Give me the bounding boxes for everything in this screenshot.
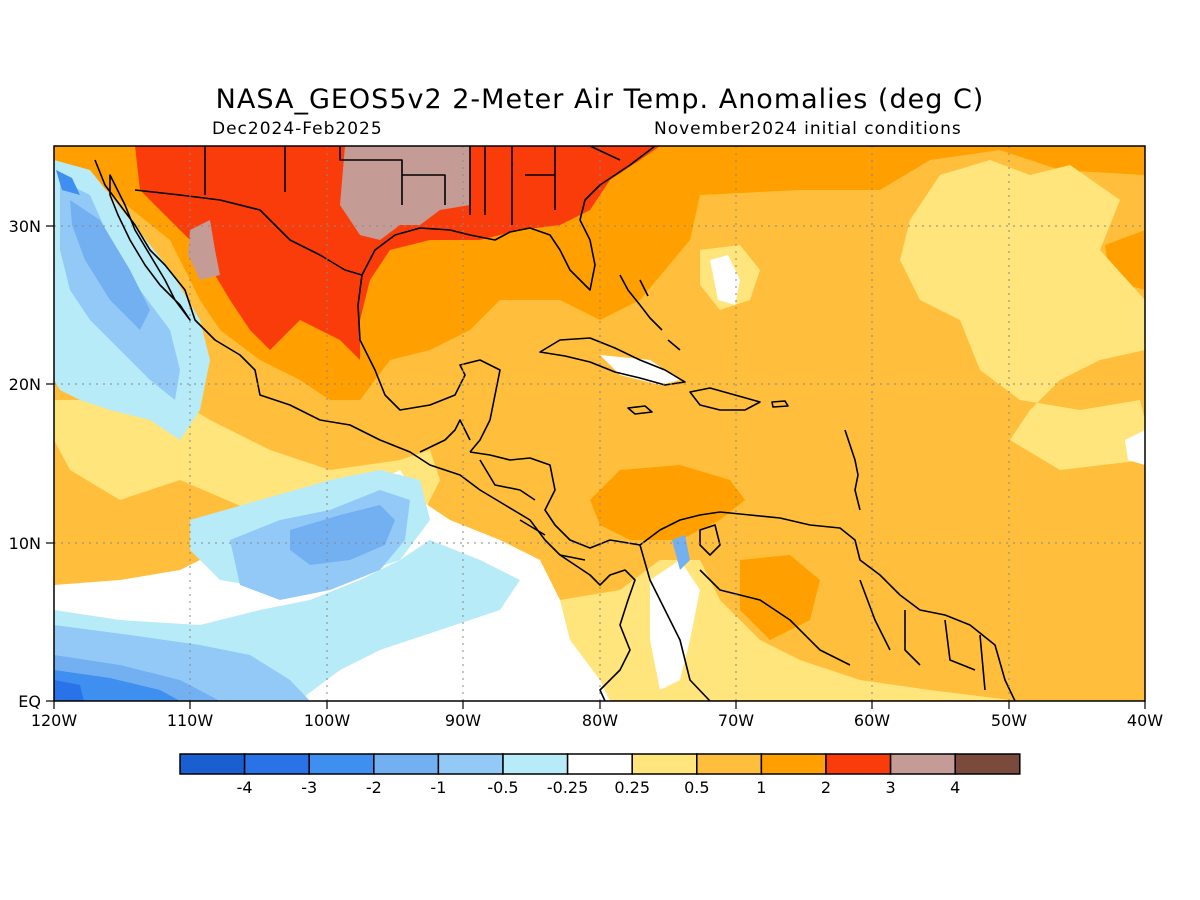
colorbar-label: 2	[821, 778, 831, 797]
colorbar-swatch	[954, 753, 1021, 775]
field-cool3-central	[290, 505, 395, 565]
colorbar-swatch	[179, 753, 246, 775]
lat-label-20n: 20N	[9, 375, 41, 394]
coast-pacific-mexico	[94, 159, 636, 701]
field-cool3-baja	[70, 200, 150, 330]
colorbar-label: 0.25	[614, 778, 650, 797]
lon-label-70w: 70W	[718, 711, 754, 730]
border-us-states	[204, 146, 621, 225]
border-central-america	[419, 419, 586, 561]
coast-yucatan	[469, 451, 611, 549]
field-1to2-caribbean	[590, 465, 745, 540]
coast-jamaica	[627, 405, 653, 415]
initial-conditions: November2024 initial conditions	[654, 119, 962, 139]
border-us-mexico	[134, 189, 363, 276]
lat-label-30n: 30N	[9, 217, 41, 236]
field-cool4-south	[54, 670, 180, 701]
colorbar-swatch	[243, 753, 310, 775]
field-3to4-texas	[340, 146, 470, 240]
lon-label-40w: 40W	[1127, 711, 1163, 730]
colorbar-label: 1	[756, 778, 766, 797]
colorbar-label: 4	[950, 778, 960, 797]
field-2to3	[135, 146, 660, 360]
colorbar-label: -2	[366, 778, 382, 797]
colorbar: -4 -3 -2 -1 -0.5 -0.25 0.25 0.5 1 2 3 4	[179, 753, 1021, 797]
field-neutral-colombia	[650, 560, 700, 690]
lon-label-120w: 120W	[31, 711, 78, 730]
colorbar-swatch	[437, 753, 504, 775]
colorbar-label: -0.25	[547, 778, 588, 797]
colorbar-label: 0.5	[684, 778, 709, 797]
field-neutral-east	[1125, 430, 1145, 465]
lon-label-60w: 60W	[854, 711, 890, 730]
coast-lesser-antilles	[844, 429, 861, 511]
field-cool5-corner	[54, 680, 84, 701]
lon-label-100w: 100W	[304, 711, 351, 730]
colorbar-label: -3	[301, 778, 317, 797]
colorbar-swatch	[760, 753, 827, 775]
colorbar-swatch	[889, 753, 956, 775]
lat-label-10n: 10N	[9, 534, 41, 553]
colorbar-label: 3	[886, 778, 896, 797]
axis-ticks	[46, 225, 1146, 709]
colorbar-swatch	[502, 753, 569, 775]
colorbar-label: -4	[237, 778, 253, 797]
lat-labels: 30N 20N 10N EQ	[9, 217, 41, 711]
lat-label-eq: EQ	[18, 692, 41, 711]
colorbar-swatch	[631, 753, 698, 775]
colorbar-swatch	[373, 753, 440, 775]
field-3to4-mexico	[188, 220, 220, 280]
lon-label-80w: 80W	[582, 711, 618, 730]
lon-label-110w: 110W	[167, 711, 214, 730]
coast-bahamas	[619, 274, 681, 351]
coast-cuba	[539, 337, 686, 386]
field-cool4-west	[56, 170, 80, 195]
colorbar-label: -1	[430, 778, 446, 797]
colorbar-swatch	[825, 753, 892, 775]
coast-hispaniola	[689, 387, 761, 411]
coastlines	[94, 146, 1016, 701]
field-neutral-atlantic	[710, 255, 740, 305]
colorbar-label: -0.5	[487, 778, 518, 797]
colorbar-swatch	[308, 753, 375, 775]
field-025to05-atlantic	[900, 160, 1145, 470]
coast-south-america	[609, 511, 1016, 701]
coast-gulf	[357, 146, 656, 453]
coast-baja	[109, 174, 191, 321]
lon-label-90w: 90W	[445, 711, 481, 730]
map-title: NASA_GEOS5v2 2-Meter Air Temp. Anomalies…	[215, 84, 985, 115]
lon-label-50w: 50W	[991, 711, 1027, 730]
forecast-period: Dec2024-Feb2025	[212, 119, 383, 139]
lon-labels: 120W 110W 100W 90W 80W 70W 60W 50W 40W	[31, 711, 1163, 730]
coast-puerto-rico	[771, 400, 789, 408]
colorbar-swatch	[696, 753, 763, 775]
colorbar-swatch	[566, 753, 633, 775]
border-south-america	[639, 544, 986, 701]
field-1to2-sa	[740, 555, 820, 640]
anomaly-fields	[54, 146, 1145, 701]
graticule	[54, 146, 1145, 701]
field-neutral-cuba	[600, 355, 680, 385]
field-cool3-colombia	[672, 535, 690, 570]
